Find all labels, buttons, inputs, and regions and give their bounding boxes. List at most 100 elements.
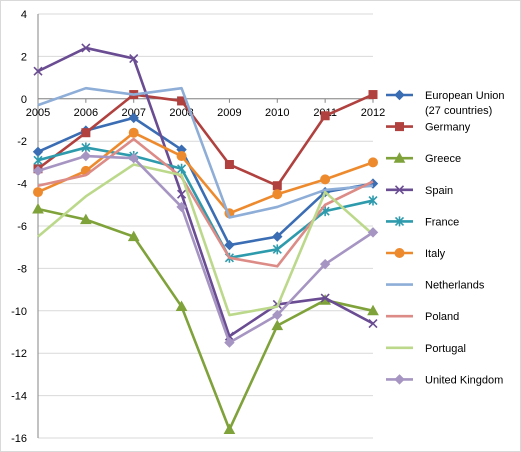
legend-label: (27 countries) [425, 105, 492, 117]
data-point-marker [128, 152, 139, 164]
y-tick-label: -6 [17, 221, 27, 233]
y-tick-label: -8 [17, 263, 27, 275]
legend-marker [394, 374, 405, 385]
data-point-marker [319, 258, 331, 270]
data-point-marker [368, 195, 378, 206]
data-point-marker [32, 203, 44, 214]
y-tick-label: -4 [17, 179, 27, 191]
legend-item: European Union (27 countries) [386, 89, 505, 117]
series-7 [37, 137, 374, 268]
y-tick-label: -2 [17, 136, 27, 148]
y-tick-label: 0 [21, 94, 27, 106]
series-line [37, 137, 374, 268]
legend-marker [394, 216, 405, 227]
data-point-marker [367, 304, 379, 316]
y-tick-label: -14 [11, 391, 27, 403]
data-point-marker [80, 150, 92, 162]
legend-label: Netherlands [425, 280, 485, 292]
data-point-marker [224, 239, 235, 251]
legend-label: United Kingdom [425, 374, 503, 386]
series-line [37, 154, 374, 344]
series-8 [37, 163, 374, 317]
data-point-marker [33, 155, 43, 166]
legend-item: United Kingdom [386, 374, 503, 386]
data-point-marker [177, 189, 187, 199]
series-line [37, 116, 374, 247]
legend-marker [394, 89, 405, 101]
series-line [37, 163, 374, 317]
series-line [37, 86, 374, 219]
data-point-marker [368, 157, 378, 168]
x-tick-label: 2005 [26, 107, 50, 119]
x-tick-label: 2006 [74, 107, 98, 119]
legend-label: Spain [425, 185, 453, 197]
series-4 [33, 142, 378, 263]
legend-item: Greece [386, 152, 461, 165]
data-point-marker [272, 231, 283, 242]
y-tick-label: -10 [11, 306, 27, 318]
data-point-marker [175, 300, 188, 312]
legend-label: Italy [425, 248, 446, 260]
x-tick-label: 2012 [361, 107, 385, 119]
legend-item: Poland [386, 311, 459, 323]
y-axis: 4 2 0 -2 -4 -6 -8 -10 -12 -14 -16 [11, 9, 39, 445]
series-2 [32, 203, 379, 435]
data-point-marker [176, 151, 187, 162]
data-point-marker [129, 53, 139, 64]
data-point-marker [367, 227, 379, 238]
data-point-marker [224, 337, 235, 348]
data-point-marker [32, 165, 44, 177]
x-tick-label: 2009 [217, 107, 241, 119]
data-point-marker [81, 43, 91, 53]
gridlines [38, 13, 373, 439]
legend-label: Germany [425, 122, 471, 134]
data-point-marker [272, 181, 282, 191]
legend-label: Greece [425, 153, 461, 165]
series-6 [37, 86, 374, 219]
series-9 [32, 150, 379, 348]
data-point-marker [272, 244, 282, 255]
series-line [37, 46, 374, 338]
legend-marker [393, 152, 406, 163]
data-point-marker [271, 319, 284, 331]
series-5 [33, 127, 378, 219]
data-point-marker [368, 90, 378, 100]
data-point-marker [272, 309, 283, 321]
data-point-marker [320, 174, 331, 185]
data-point-marker [272, 189, 283, 200]
y-tick-label: 4 [21, 9, 27, 21]
data-point-marker [127, 230, 140, 242]
data-point-marker [33, 66, 43, 76]
data-point-marker [223, 423, 236, 435]
legend-label: France [425, 216, 459, 228]
legend-marker [395, 122, 404, 132]
legend-label: Poland [425, 311, 459, 323]
series-group [32, 43, 379, 435]
data-point-marker [320, 111, 330, 121]
data-point-marker [128, 127, 139, 138]
y-tick-label: -12 [11, 348, 27, 360]
legend-label: Portugal [425, 343, 466, 355]
legend-item: Netherlands [386, 280, 485, 292]
data-point-marker [81, 128, 91, 138]
data-point-marker [177, 163, 187, 174]
legend-item: Spain [386, 185, 453, 197]
y-tick-label: -16 [11, 433, 27, 445]
x-tick-label: 2010 [265, 107, 289, 119]
x-axis: 20052006200720082009201020112012 [26, 98, 385, 119]
series-3 [33, 43, 378, 341]
data-point-marker [368, 318, 378, 329]
data-point-marker [320, 293, 330, 303]
data-point-marker [33, 187, 43, 198]
series-line [37, 131, 374, 215]
y-tick-label: 2 [21, 51, 27, 63]
legend-marker [394, 248, 405, 258]
legend-item: Italy [386, 248, 446, 260]
legend-item: France [386, 216, 459, 228]
series-line [37, 93, 374, 188]
data-point-marker [176, 201, 187, 213]
legend-label: European Union [425, 90, 505, 102]
legend-item: Germany [386, 122, 471, 134]
legend-marker [394, 185, 405, 195]
